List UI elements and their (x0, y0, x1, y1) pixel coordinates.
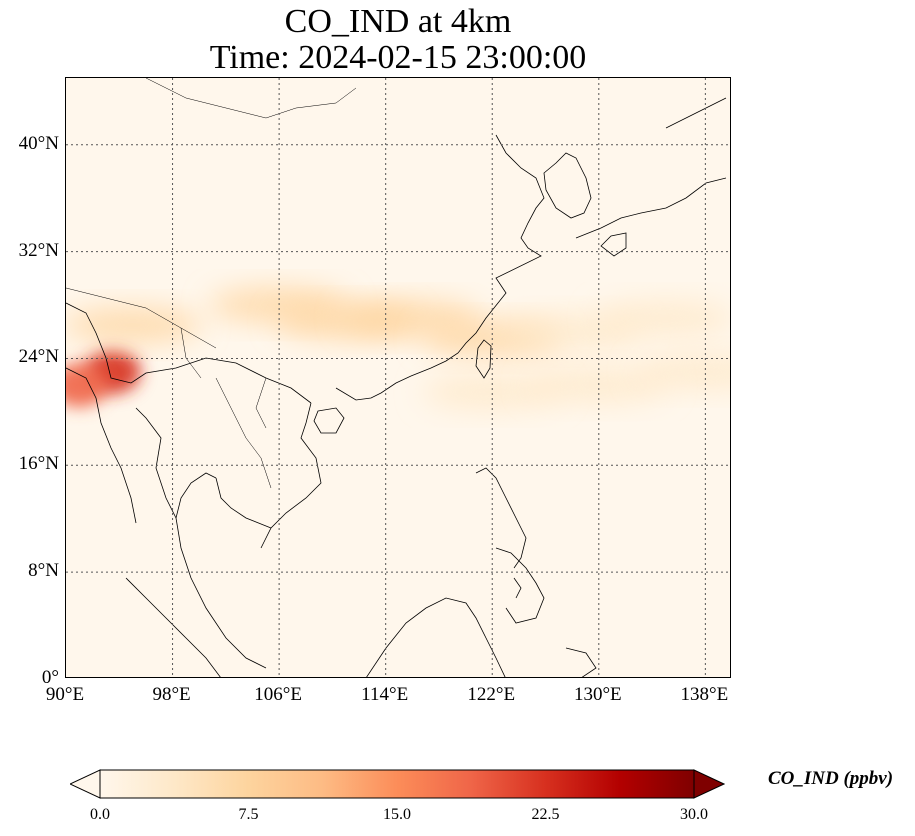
coastlines (66, 78, 727, 677)
title-line-1: CO_IND at 4km (284, 3, 512, 40)
colorbar (70, 769, 725, 799)
co-plume-9 (422, 373, 563, 410)
colorbar-tick-labels: 0.0 7.5 15.0 22.5 30.0 (0, 806, 915, 828)
lon-tick-label: 90°E (45, 684, 85, 705)
colorbar-tick-label: 0.0 (90, 806, 110, 823)
lat-tick-label: 40°N (18, 132, 59, 154)
map-canvas (66, 78, 730, 677)
colorbar-tick-label: 22.5 (531, 806, 560, 823)
co-plume-11 (635, 353, 730, 390)
lon-tick-label: 122°E (467, 684, 516, 705)
co-plume-8 (595, 300, 730, 337)
colorbar-extend-low (70, 769, 101, 799)
lat-tick-label: 16°N (18, 453, 59, 475)
map-panel (65, 77, 731, 678)
colorbar-label: CO_IND (ppbv) (768, 768, 894, 789)
lat-tick-label: 0° (41, 667, 59, 688)
gridlines (66, 78, 730, 677)
lon-tick-label: 106°E (254, 684, 302, 705)
plot-title: CO_IND at 4km Time: 2024-02-15 23:00:00 (65, 4, 731, 76)
title-line-2: Time: 2024-02-15 23:00:00 (209, 39, 587, 76)
lon-tick-label: 98°E (152, 684, 191, 705)
co-plume-1 (66, 363, 108, 408)
lat-tick-label: 24°N (18, 346, 59, 368)
colorbar-tick-label: 7.5 (238, 806, 259, 823)
co-concentration-field (66, 287, 730, 410)
lon-tick-label: 114°E (361, 684, 409, 705)
colorbar-tick-label: 30.0 (680, 806, 708, 823)
colorbar-tick-label: 15.0 (383, 806, 411, 823)
co-plume-2 (66, 307, 203, 344)
lat-tick-label: 8°N (28, 560, 59, 582)
lon-tick-label: 138°E (680, 684, 729, 705)
colorbar-gradient (99, 769, 695, 799)
lat-tick-label: 32°N (18, 239, 59, 261)
co-plume-10 (528, 367, 669, 404)
lon-tick-label: 130°E (573, 684, 622, 705)
colorbar-extend-high (693, 769, 725, 799)
